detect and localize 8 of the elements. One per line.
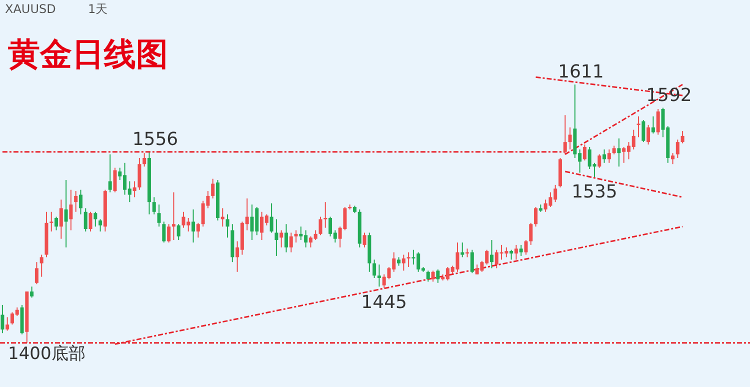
annotation: 1天 bbox=[88, 2, 108, 16]
annotation: 1445 bbox=[361, 292, 407, 313]
annotation: 1535 bbox=[572, 182, 618, 203]
ref-line-label: 1400底部 bbox=[8, 344, 86, 364]
text: 黄金日线图 bbox=[8, 35, 168, 73]
annotation: 1556 bbox=[132, 128, 178, 150]
annotation: XAUUSD bbox=[5, 2, 56, 16]
annotation: 1611 bbox=[558, 62, 604, 83]
